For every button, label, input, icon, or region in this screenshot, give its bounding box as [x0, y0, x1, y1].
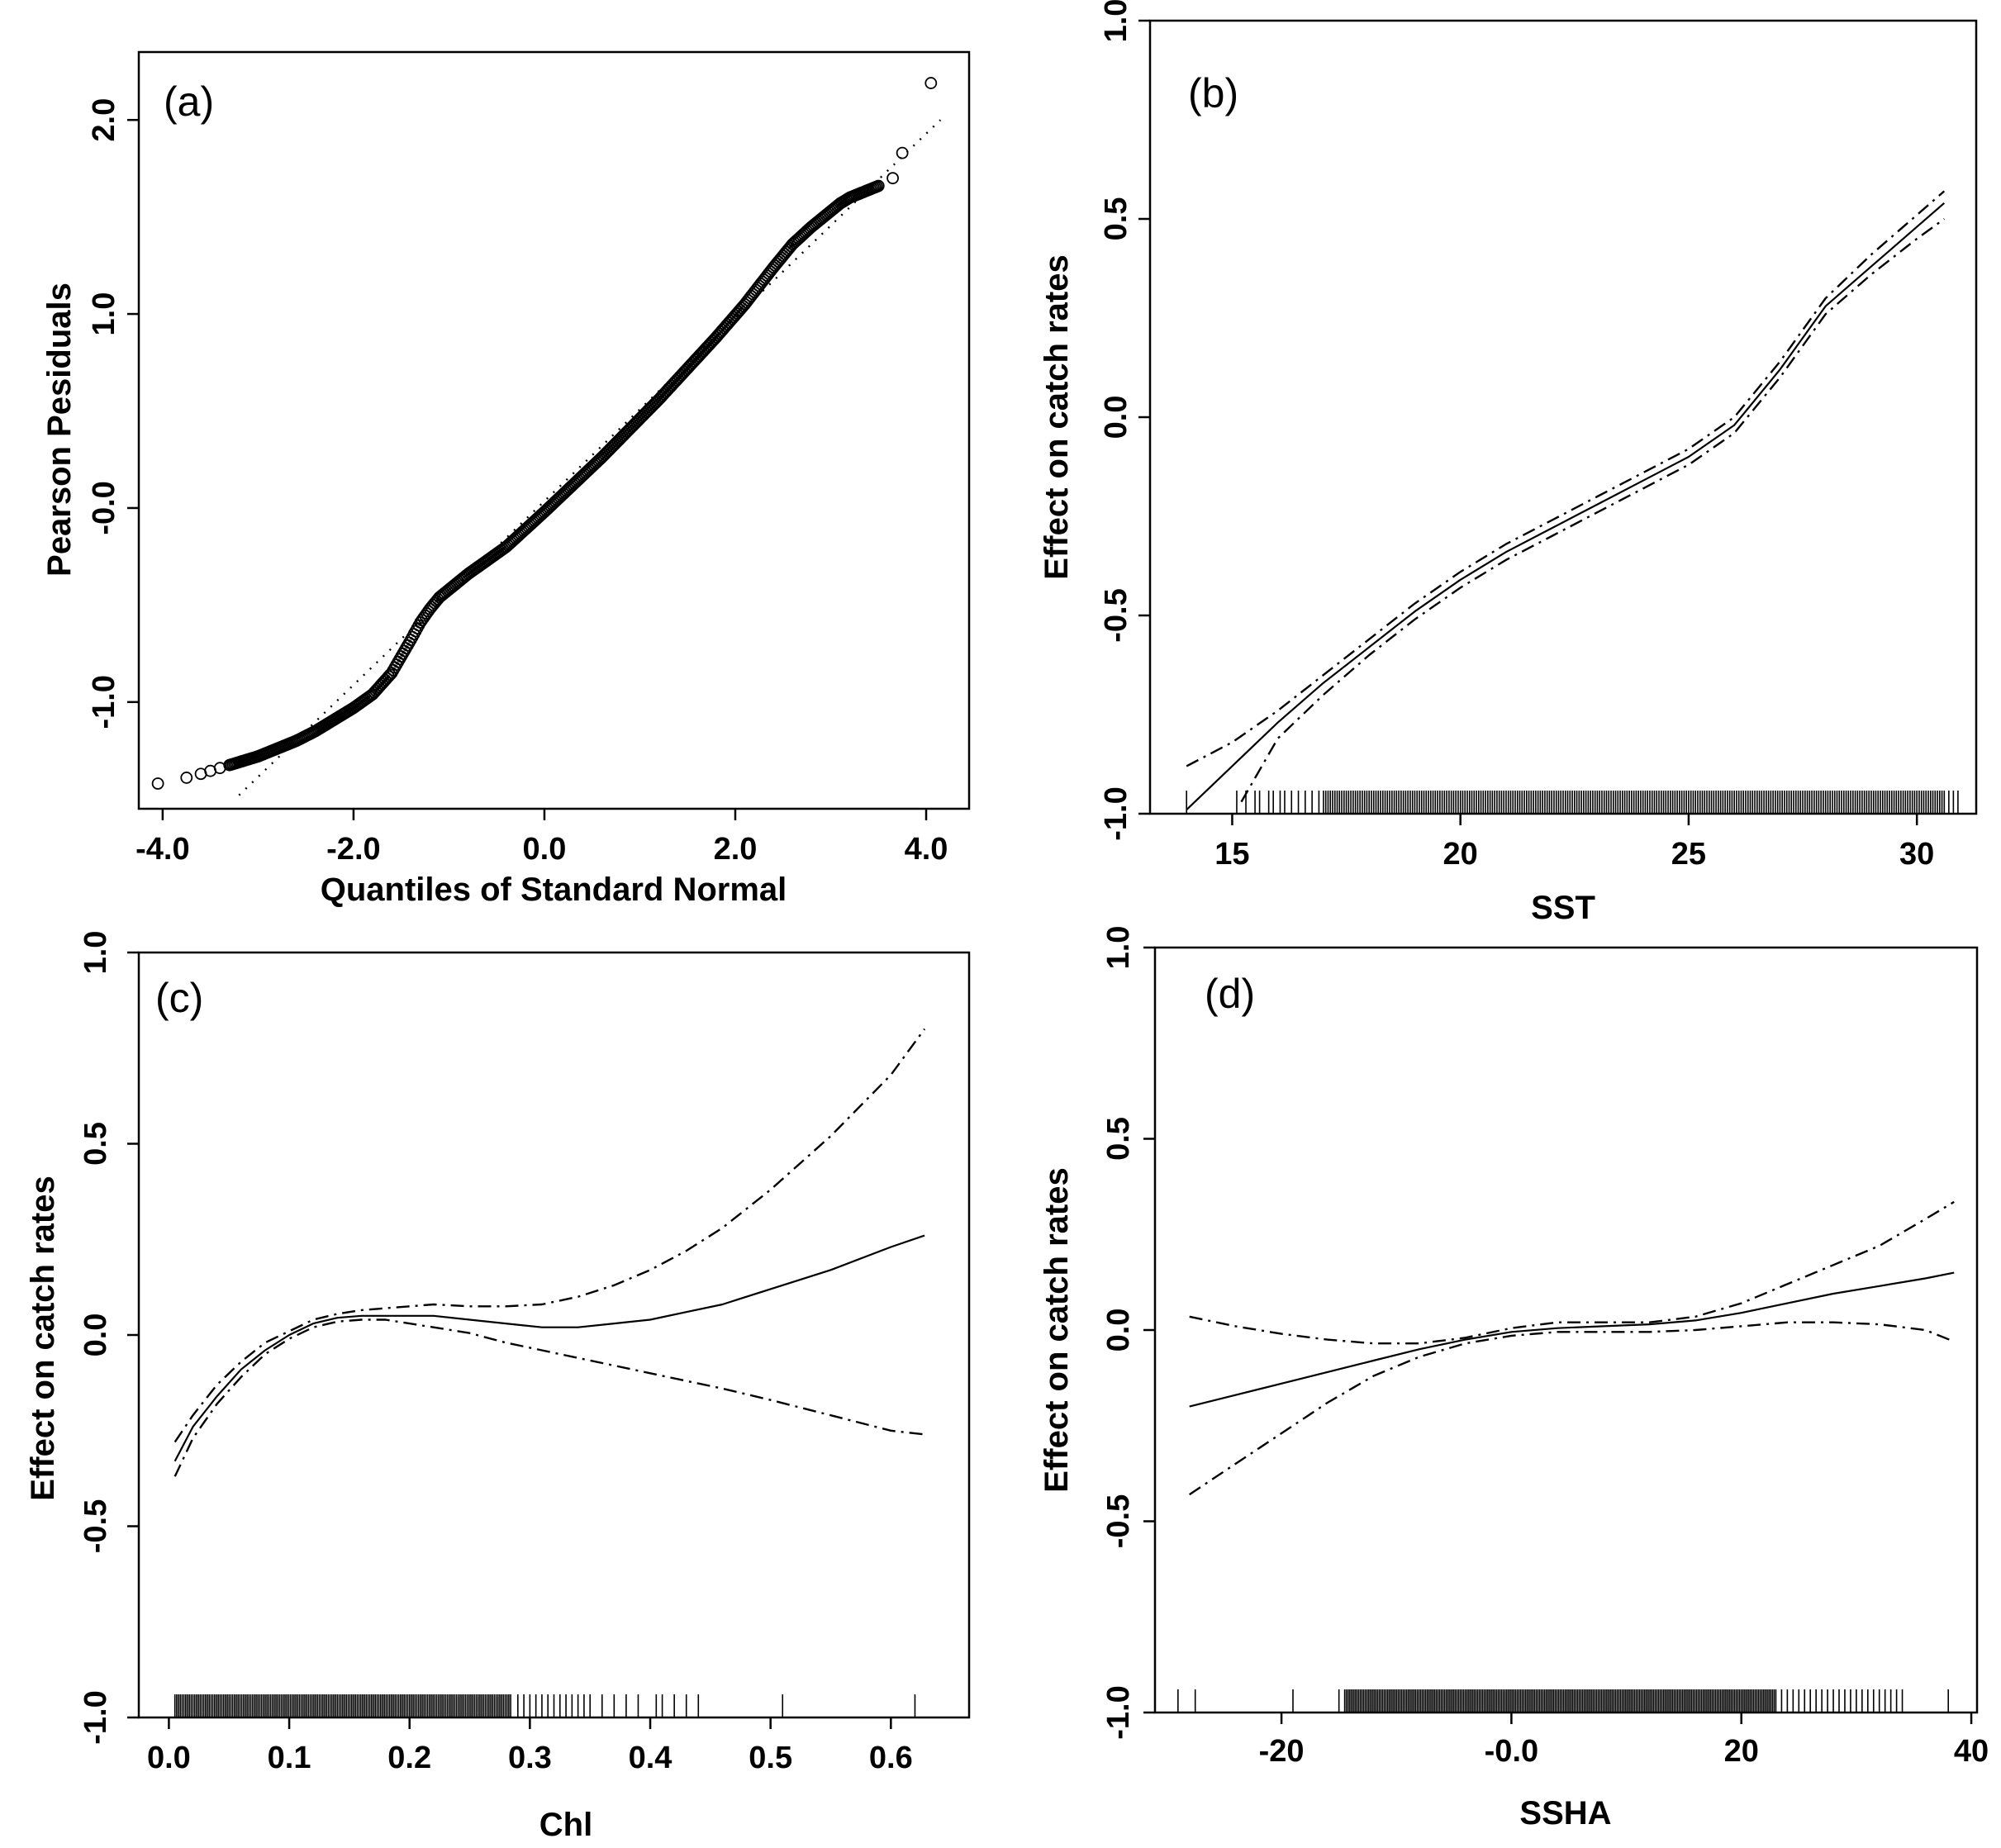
series-fit — [173, 1234, 925, 1462]
y-tick-label: 1.0 — [1101, 926, 1136, 970]
x-tick-label: 20 — [1724, 1734, 1759, 1769]
x-tick-label: 0.0 — [147, 1741, 191, 1775]
panel-d-ylabel: Effect on catch rates — [1039, 1167, 1075, 1492]
residual-point — [896, 146, 909, 159]
panel-b-x-ticks: 15 20 25 30 — [1214, 814, 1934, 872]
series-lower-ci — [173, 1318, 925, 1477]
panel-a-y-ticks: -1.0 -0.0 1.0 2.0 — [87, 98, 139, 729]
series-upper-ci — [173, 1028, 926, 1443]
y-tick-label: 2.0 — [87, 98, 121, 142]
x-tick-label: 40 — [1954, 1734, 1989, 1769]
series-fit — [1186, 202, 1946, 810]
panel-b-y-ticks: -1.0 -0.5 0.0 0.5 1.0 — [1099, 0, 1150, 841]
x-tick-label: 0.3 — [508, 1741, 552, 1775]
y-tick-label: 1.0 — [78, 931, 113, 975]
panel-a-plot-frame — [137, 50, 971, 810]
panel-b-sst-effect: (b) SST Effect on catch rates 15 20 25 30 -… — [1039, 0, 1978, 926]
panel-d-rug — [1177, 1689, 1950, 1713]
x-tick-label: -4.0 — [135, 832, 189, 867]
panel-c-rug — [173, 1694, 916, 1717]
x-tick-label: 4.0 — [905, 832, 948, 867]
y-tick-label: -1.0 — [78, 1690, 113, 1744]
y-tick-label: 0.0 — [78, 1314, 113, 1357]
y-tick-label: 1.0 — [1099, 0, 1134, 42]
panel-a-tag: (a) — [164, 78, 214, 125]
x-tick-label: -0.0 — [1485, 1734, 1538, 1769]
panel-d-marks — [1189, 1200, 1955, 1496]
y-tick-label: -0.5 — [1099, 588, 1134, 642]
y-tick-label: 0.5 — [1099, 197, 1134, 241]
panel-d-x-ticks: -20 -0.0 20 40 — [1259, 1713, 1989, 1769]
residual-point — [180, 772, 193, 784]
panel-b-ylabel: Effect on catch rates — [1039, 254, 1075, 579]
panel-c-chl-effect: (c) Chl Effect on catch rates 0.0 0.1 0.2 0… — [25, 931, 971, 1843]
panel-a-ylabel: Pearson Pesiduals — [41, 283, 78, 577]
panel-a-qq-plot: (a) Quantiles of Standard Normal Pearson… — [41, 50, 971, 908]
x-tick-label: 0.4 — [629, 1741, 673, 1775]
x-tick-label: 20 — [1443, 837, 1478, 872]
x-tick-label: 30 — [1899, 837, 1934, 872]
x-tick-label: 2.0 — [714, 832, 758, 867]
y-tick-label: 0.0 — [1099, 396, 1134, 439]
residual-point — [872, 179, 885, 192]
panel-b-tag: (b) — [1188, 70, 1238, 116]
x-tick-label: -20 — [1259, 1734, 1305, 1769]
x-tick-label: 0.1 — [268, 1741, 311, 1775]
panel-d-ssha-effect: (d) SSHA Effect on catch rates -20 -0.0 20… — [1039, 926, 1989, 1831]
series-lower-ci — [1189, 1321, 1955, 1496]
y-tick-label: -1.0 — [87, 675, 121, 729]
panel-d-tag: (d) — [1205, 971, 1255, 1017]
panel-c-marks — [173, 1028, 926, 1477]
residual-point — [151, 777, 164, 790]
x-tick-label: 25 — [1671, 837, 1706, 872]
y-tick-label: 0.5 — [1101, 1117, 1136, 1161]
panel-b-xlabel: SST — [1531, 890, 1595, 926]
y-tick-label: -0.0 — [87, 481, 121, 534]
residual-point — [886, 172, 899, 185]
x-tick-label: 0.0 — [523, 832, 567, 867]
residual-point — [924, 77, 938, 89]
series-fit — [1189, 1271, 1955, 1408]
y-tick-label: -0.5 — [1101, 1494, 1136, 1548]
series-lower-ci — [1240, 218, 1946, 803]
y-tick-label: 0.0 — [1101, 1309, 1136, 1352]
x-tick-label: -2.0 — [326, 832, 380, 867]
panel-c-tag: (c) — [155, 975, 203, 1021]
panel-c-x-ticks: 0.0 0.1 0.2 0.3 0.4 0.5 0.6 — [147, 1717, 913, 1775]
panel-c-xlabel: Chl — [539, 1807, 592, 1843]
panel-d-xlabel: SSHA — [1519, 1795, 1611, 1831]
panel-c-ylabel: Effect on catch rates — [25, 1176, 61, 1500]
y-tick-label: -0.5 — [78, 1499, 113, 1553]
panel-c-y-ticks: -1.0 -0.5 0.0 0.5 1.0 — [78, 931, 139, 1745]
panel-d-y-ticks: -1.0 -0.5 0.0 0.5 1.0 — [1101, 926, 1155, 1740]
y-tick-label: 1.0 — [87, 292, 121, 336]
series-upper-ci — [1186, 190, 1946, 767]
x-tick-label: 0.6 — [869, 1741, 913, 1775]
panel-b-marks — [1186, 190, 1946, 810]
panel-a-xlabel: Quantiles of Standard Normal — [321, 872, 787, 908]
x-tick-label: 0.5 — [749, 1741, 792, 1775]
series-upper-ci — [1189, 1200, 1955, 1345]
x-tick-label: 0.2 — [387, 1741, 431, 1775]
panel-b-rug — [1186, 791, 1959, 814]
panel-a-x-ticks: -4.0 -2.0 0.0 2.0 4.0 — [135, 809, 948, 867]
y-tick-label: -1.0 — [1099, 786, 1134, 840]
panel-a-marks — [151, 77, 942, 796]
x-tick-label: 15 — [1214, 837, 1249, 872]
y-tick-label: 0.5 — [78, 1122, 113, 1166]
y-tick-label: -1.0 — [1101, 1685, 1136, 1739]
